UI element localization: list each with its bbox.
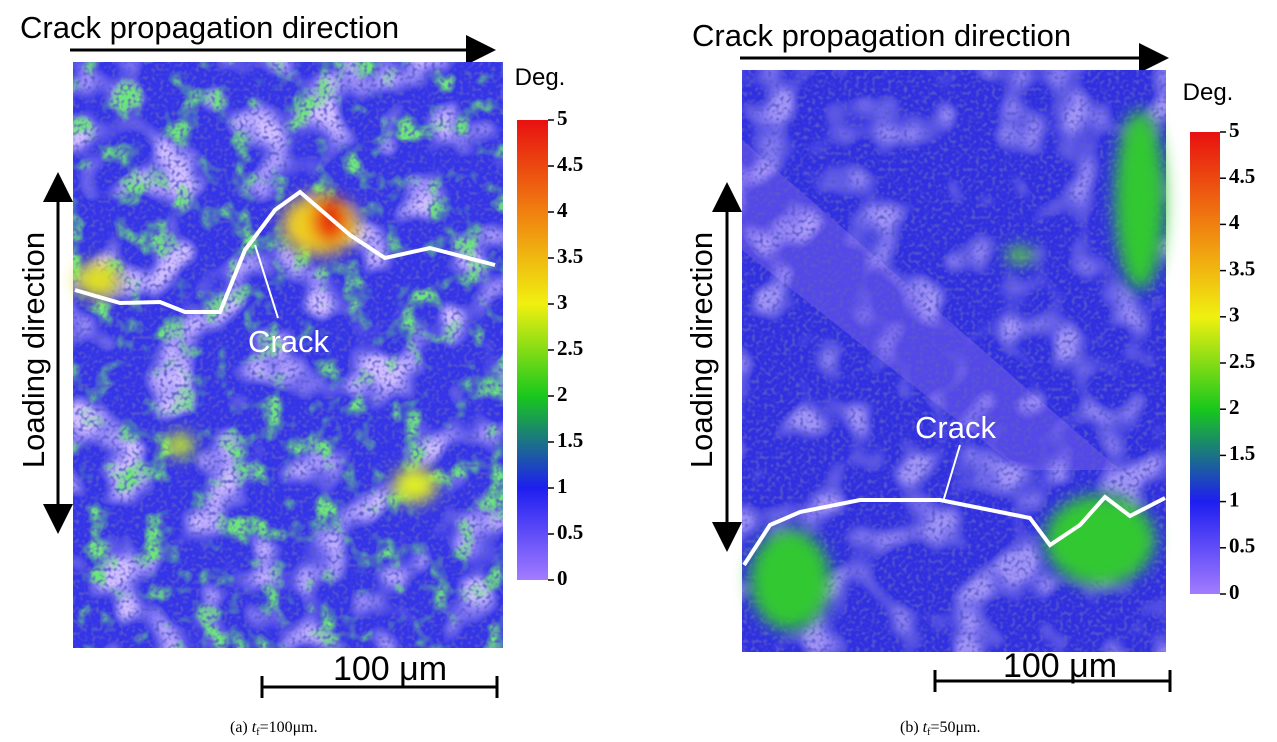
map: Crack bbox=[742, 70, 1166, 652]
scale-bar-label: 100 μm bbox=[333, 650, 447, 688]
colorbar-tick-label: 2 bbox=[1229, 395, 1240, 419]
caption: (a) tf=100μm. bbox=[230, 719, 318, 738]
side-label: Loading direction bbox=[16, 232, 51, 468]
crack-label: Crack bbox=[915, 410, 996, 445]
scale-bar-label: 100 μm bbox=[1003, 647, 1117, 685]
colorbar-tick-label: 3 bbox=[1229, 303, 1240, 327]
colorbar-tick-label: 0 bbox=[557, 566, 568, 590]
colorbar-tick-label: 4.5 bbox=[557, 152, 583, 176]
panel-title: Crack propagation direction bbox=[692, 18, 1071, 53]
colorbar-tick-label: 3.5 bbox=[557, 244, 583, 268]
colorbar-tick-label: 1 bbox=[557, 474, 568, 498]
colorbar-tick-label: 3.5 bbox=[1229, 256, 1255, 280]
colorbar bbox=[517, 120, 548, 580]
colorbar-tick-label: 4 bbox=[557, 198, 568, 222]
colorbar-tick-label: 2.5 bbox=[1229, 349, 1255, 373]
colorbar-tick-label: 3 bbox=[557, 290, 568, 314]
panel-title: Crack propagation direction bbox=[20, 10, 399, 45]
colorbar-tick-label: 2 bbox=[557, 382, 568, 406]
scale-bar bbox=[260, 676, 499, 698]
colorbar-tick-label: 0 bbox=[1229, 580, 1240, 604]
panel-b: Crack propagation direction Crack Loadin… bbox=[684, 18, 1233, 738]
map: Crack bbox=[73, 62, 503, 648]
colorbar-tick-label: 1.5 bbox=[1229, 441, 1255, 465]
colorbar-tick-label: 0.5 bbox=[1229, 534, 1255, 558]
side-label: Loading direction bbox=[684, 232, 719, 468]
colorbar-tick-label: 5 bbox=[1229, 118, 1240, 142]
colorbar-tick-label: 4 bbox=[1229, 210, 1240, 234]
colorbar-tick-label: 2.5 bbox=[557, 336, 583, 360]
scale-bar bbox=[933, 670, 1172, 692]
colorbar-unit: Deg. bbox=[515, 64, 566, 91]
colorbar-tick-label: 0.5 bbox=[557, 520, 583, 544]
panel-a: Crack propagation direction Crack Loadin… bbox=[16, 10, 565, 738]
crack-label: Crack bbox=[248, 324, 329, 359]
colorbar-tick-label: 4.5 bbox=[1229, 164, 1255, 188]
colorbar-unit: Deg. bbox=[1183, 79, 1234, 106]
colorbar bbox=[1190, 132, 1220, 594]
colorbar-tick-label: 5 bbox=[557, 106, 568, 130]
caption: (b) tf=50μm. bbox=[900, 719, 981, 738]
colorbar-tick-label: 1.5 bbox=[557, 428, 583, 452]
colorbar-tick-label: 1 bbox=[1229, 487, 1240, 511]
